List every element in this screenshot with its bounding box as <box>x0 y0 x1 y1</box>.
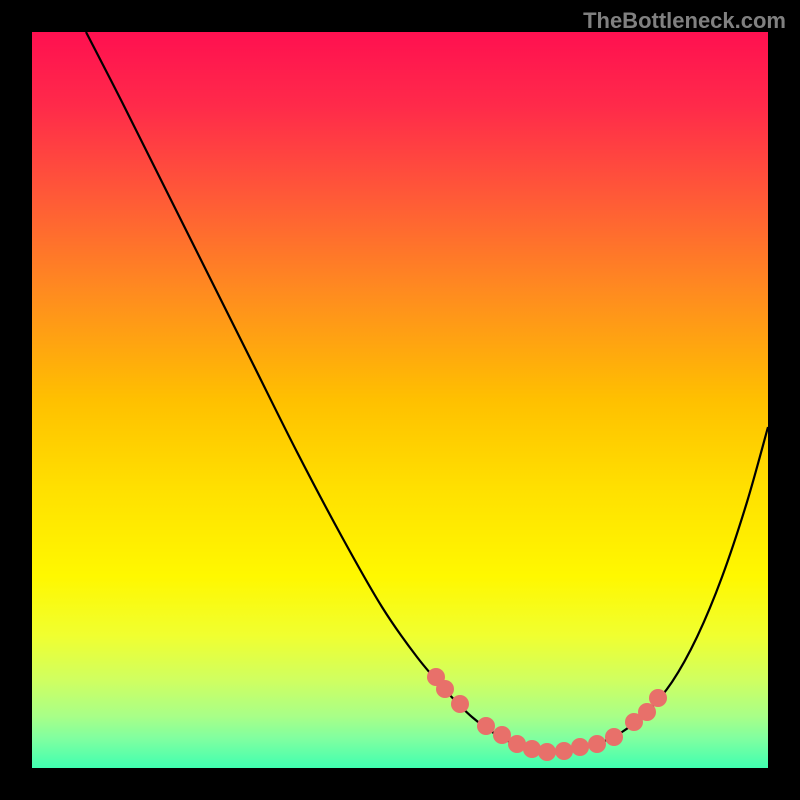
data-marker <box>649 689 667 707</box>
data-marker <box>605 728 623 746</box>
data-marker <box>436 680 454 698</box>
data-marker <box>638 703 656 721</box>
data-marker <box>588 735 606 753</box>
watermark-text: TheBottleneck.com <box>583 8 786 34</box>
chart-plot-area <box>32 32 768 768</box>
curve-overlay <box>32 32 768 768</box>
marker-cluster <box>427 668 667 761</box>
data-marker <box>538 743 556 761</box>
data-marker <box>477 717 495 735</box>
data-marker <box>451 695 469 713</box>
data-marker <box>555 742 573 760</box>
data-marker <box>571 738 589 756</box>
data-marker <box>523 740 541 758</box>
data-marker <box>493 726 511 744</box>
bottleneck-curve <box>86 32 768 752</box>
